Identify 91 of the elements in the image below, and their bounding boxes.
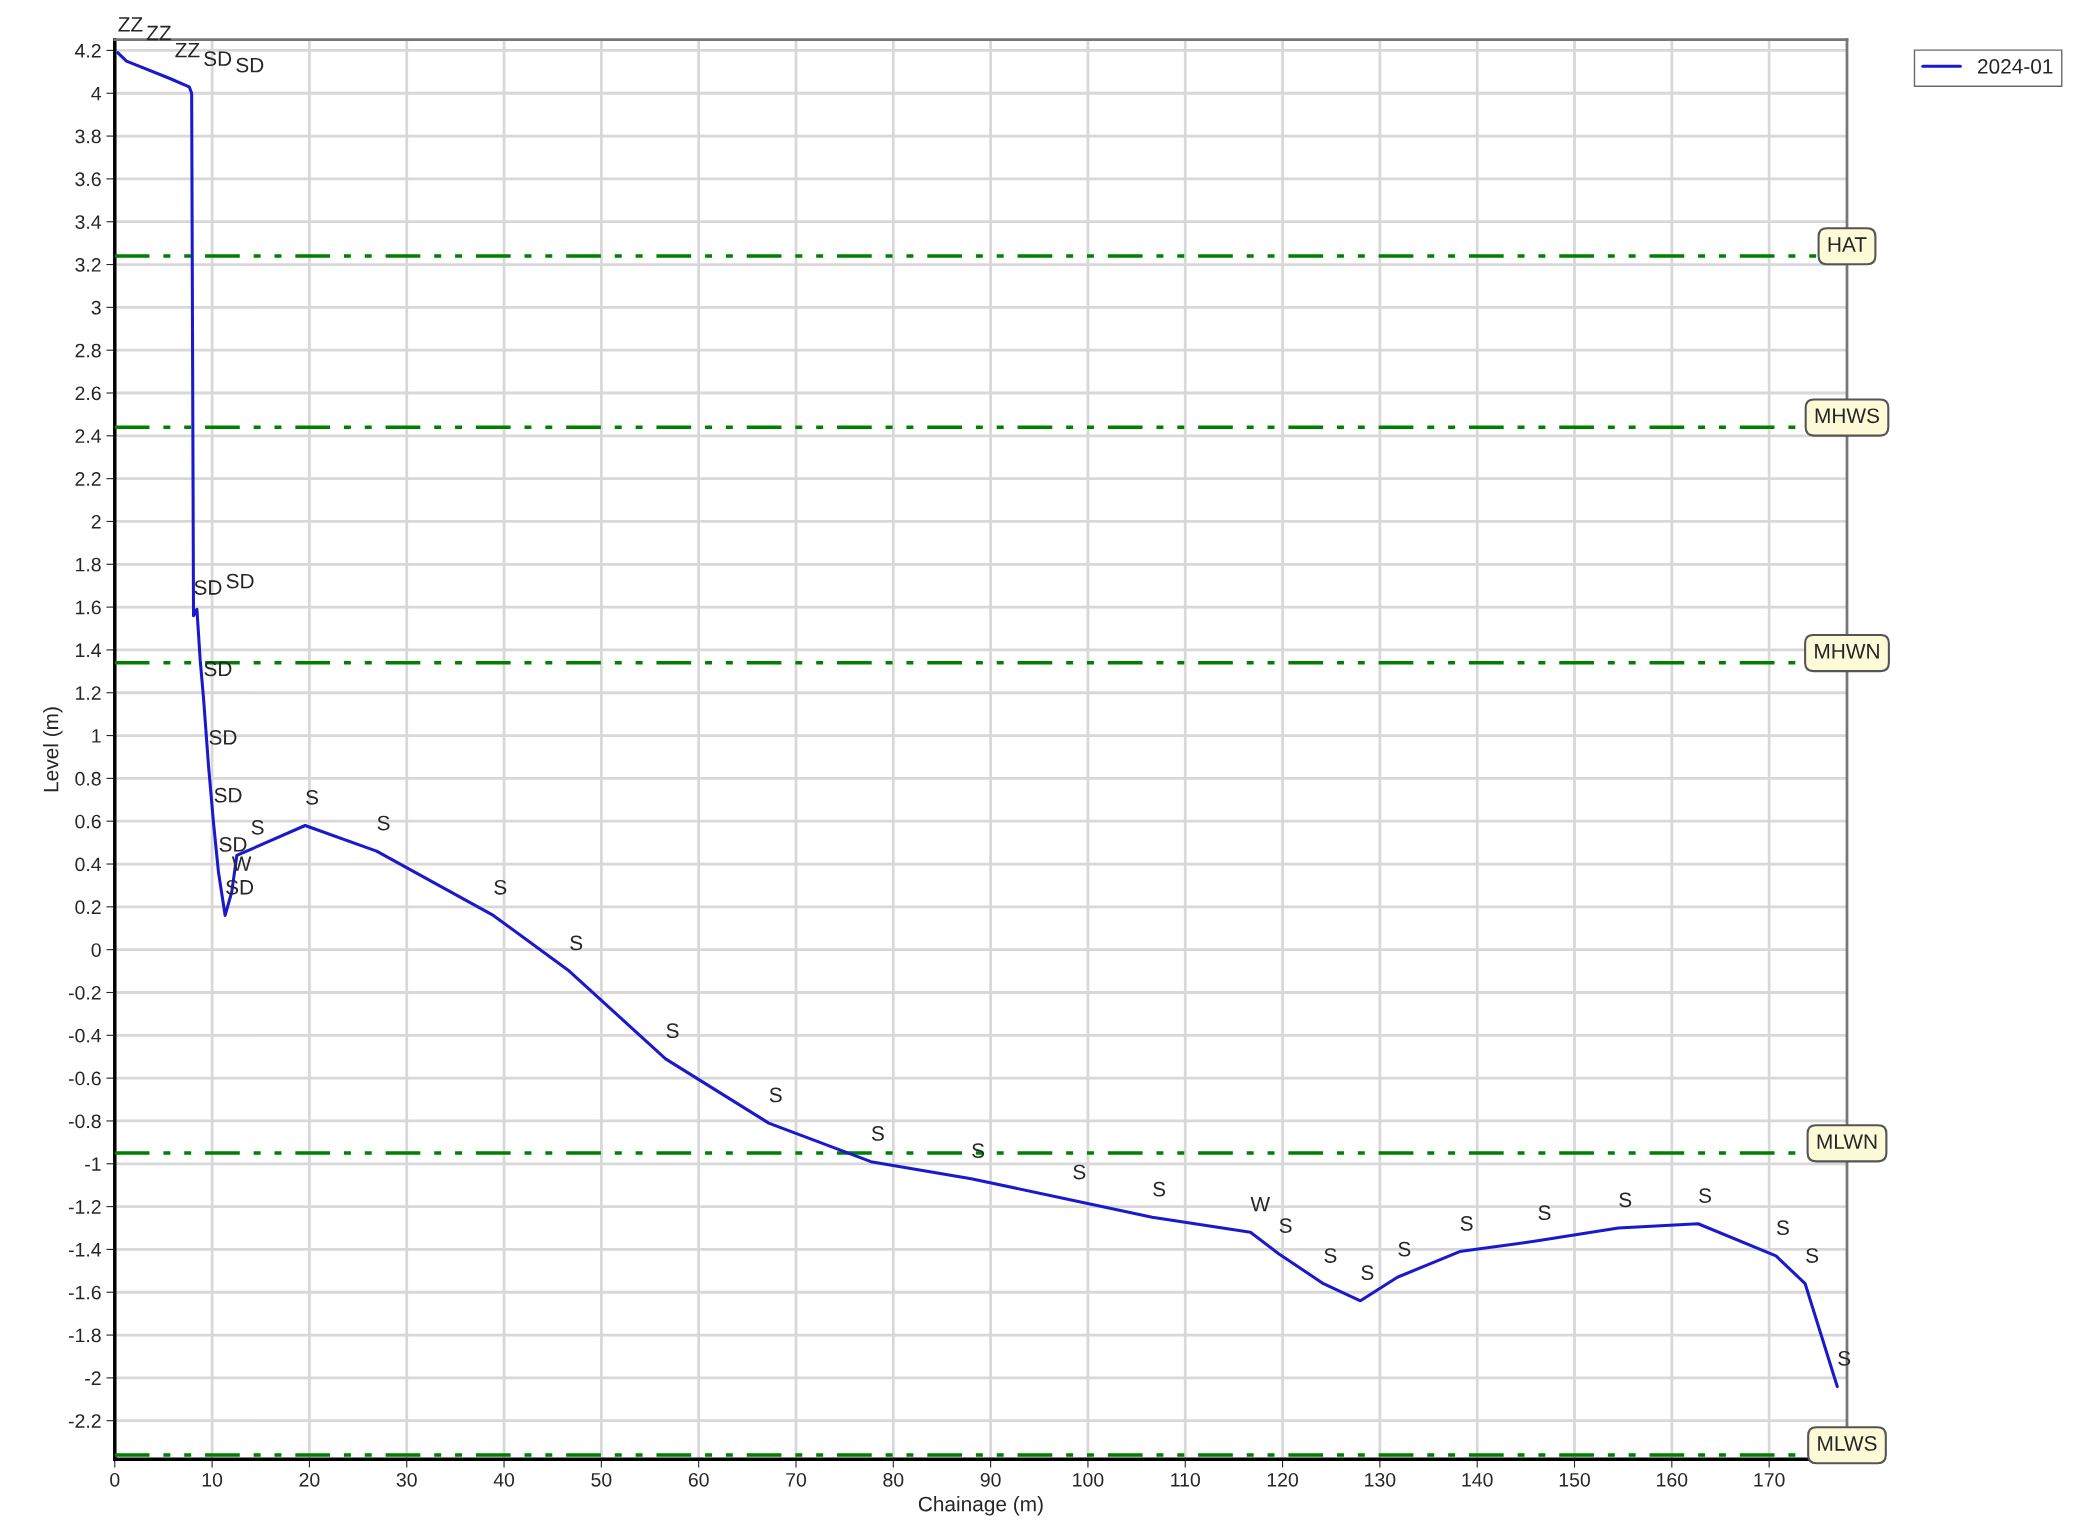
x-tick-label: 20 bbox=[299, 1472, 320, 1487]
y-tick-label: 2.6 bbox=[75, 386, 101, 401]
x-axis-title: Chainage (m) bbox=[918, 1496, 1043, 1516]
x-tick-label: 120 bbox=[1267, 1472, 1299, 1487]
annotation: S bbox=[1538, 1205, 1551, 1221]
annotation: S bbox=[251, 819, 264, 835]
annotation: SD bbox=[214, 787, 242, 803]
ref-line-label: HAT bbox=[1828, 237, 1867, 252]
annotation: S bbox=[1361, 1265, 1374, 1281]
annotation: W bbox=[1250, 1196, 1271, 1212]
y-tick-label: 3.6 bbox=[75, 172, 101, 187]
y-tick-label: -2.2 bbox=[68, 1414, 101, 1428]
annotation: S bbox=[1619, 1192, 1632, 1208]
y-tick-label: 1.6 bbox=[76, 600, 101, 615]
x-tick-label: 150 bbox=[1559, 1472, 1590, 1487]
x-tick-label: 90 bbox=[980, 1472, 1001, 1487]
y-tick-label: 2.4 bbox=[75, 429, 102, 443]
y-tick-label: 2.2 bbox=[75, 472, 101, 486]
y-tick-label: 4 bbox=[91, 86, 102, 101]
y-tick-label: 4.2 bbox=[75, 43, 101, 58]
y-tick-label: 2 bbox=[91, 514, 101, 529]
annotation: S bbox=[1279, 1218, 1292, 1233]
y-tick-label: 3.4 bbox=[75, 215, 102, 229]
ref-line-label: MLWS bbox=[1818, 1436, 1877, 1451]
x-tick-label: 100 bbox=[1073, 1472, 1104, 1487]
ref-line-label: MLWN bbox=[1817, 1134, 1877, 1149]
annotation: S bbox=[494, 879, 507, 895]
y-tick-label: -0.8 bbox=[68, 1114, 101, 1129]
annotation: S bbox=[769, 1087, 782, 1103]
y-tick-label: -1.2 bbox=[68, 1200, 101, 1214]
y-tick-label: 3 bbox=[91, 300, 101, 315]
y-tick-label: 1.8 bbox=[76, 557, 101, 572]
annotation: S bbox=[1806, 1248, 1819, 1263]
x-tick-label: 160 bbox=[1657, 1472, 1688, 1487]
y-tick-label: 0.2 bbox=[75, 900, 101, 915]
annotation: S bbox=[1073, 1164, 1086, 1180]
annotation: SD bbox=[204, 661, 232, 677]
x-tick-label: 70 bbox=[786, 1472, 807, 1487]
annotation: SD bbox=[236, 57, 264, 73]
y-tick-label: -2 bbox=[85, 1371, 101, 1385]
legend-label: 2024-01 bbox=[1978, 59, 2053, 74]
y-axis-title: Level (m) bbox=[43, 707, 63, 792]
x-tick-label: 130 bbox=[1365, 1472, 1396, 1487]
y-tick-label: 1.2 bbox=[76, 686, 101, 700]
x-tick-label: 30 bbox=[396, 1472, 417, 1487]
x-tick-label: 140 bbox=[1462, 1472, 1493, 1487]
x-tick-label: 110 bbox=[1171, 1472, 1200, 1487]
annotation: S bbox=[1699, 1188, 1712, 1203]
x-tick-label: 170 bbox=[1754, 1472, 1785, 1487]
y-tick-label: -1.4 bbox=[68, 1243, 102, 1257]
y-tick-label: -1.6 bbox=[68, 1285, 101, 1300]
annotation: S bbox=[1153, 1181, 1166, 1197]
y-tick-label: 0.8 bbox=[75, 771, 101, 786]
annotation: SD bbox=[209, 730, 237, 745]
annotation: S bbox=[972, 1143, 985, 1158]
annotation: S bbox=[377, 815, 390, 831]
x-tick-label: 40 bbox=[493, 1472, 515, 1487]
annotation: S bbox=[1398, 1241, 1411, 1257]
x-tick-label: 0 bbox=[110, 1472, 120, 1487]
annotation: SD bbox=[204, 51, 232, 67]
annotation: ZZ bbox=[118, 17, 143, 32]
y-tick-label: 2.8 bbox=[75, 343, 101, 358]
annotation: S bbox=[1460, 1216, 1473, 1231]
annotation: S bbox=[570, 935, 583, 951]
ref-line-label: MHWS bbox=[1815, 408, 1880, 424]
annotation: S bbox=[1324, 1248, 1337, 1263]
y-tick-label: 1.4 bbox=[76, 643, 102, 657]
y-tick-label: -1.8 bbox=[68, 1328, 101, 1343]
y-tick-label: -0.4 bbox=[68, 1028, 102, 1043]
x-tick-label: 50 bbox=[591, 1472, 612, 1487]
y-tick-label: 1 bbox=[92, 729, 101, 743]
x-tick-label: 10 bbox=[202, 1472, 223, 1487]
annotation: SD bbox=[226, 573, 254, 589]
annotation: S bbox=[871, 1126, 884, 1141]
y-tick-label: 3.8 bbox=[75, 129, 101, 144]
ref-line-label: MHWN bbox=[1815, 644, 1879, 659]
y-tick-label: -0.2 bbox=[68, 985, 101, 1000]
y-tick-label: 0 bbox=[91, 943, 101, 957]
annotation: S bbox=[306, 789, 319, 805]
y-tick-label: -0.6 bbox=[68, 1071, 101, 1086]
x-tick-label: 60 bbox=[688, 1472, 709, 1487]
y-tick-label: 3.2 bbox=[75, 258, 101, 272]
x-tick-label: 80 bbox=[883, 1472, 904, 1487]
annotation: S bbox=[666, 1023, 679, 1039]
y-tick-label: 0.4 bbox=[75, 857, 102, 872]
annotation: S bbox=[1776, 1220, 1789, 1236]
annotation: ZZ bbox=[175, 42, 200, 58]
y-tick-label: -1 bbox=[85, 1157, 101, 1171]
annotation: SD bbox=[219, 837, 247, 852]
y-tick-label: 0.6 bbox=[75, 814, 101, 829]
annotation: ZZ bbox=[146, 25, 171, 41]
